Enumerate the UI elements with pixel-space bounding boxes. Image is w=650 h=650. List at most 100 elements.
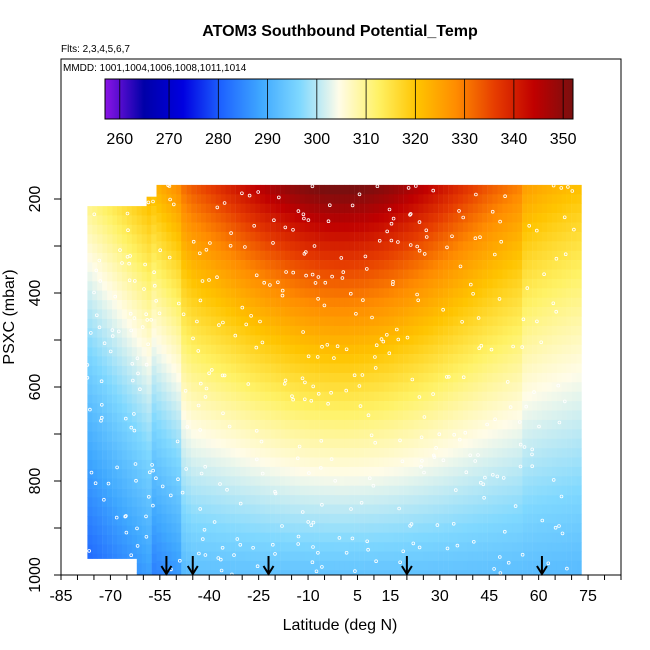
heatmap-cell [388, 288, 394, 298]
heatmap-cell [482, 542, 488, 552]
heatmap-cell [102, 488, 108, 498]
heatmap-cell [329, 325, 335, 336]
heatmap-cell [141, 497, 147, 508]
heatmap-cell [359, 241, 365, 251]
heatmap-cell [556, 372, 562, 383]
heatmap-cell [467, 429, 473, 439]
heatmap-cell [512, 297, 518, 308]
heatmap-cell [334, 354, 340, 364]
heatmap-cell [329, 485, 335, 496]
heatmap-cell [556, 194, 562, 204]
heatmap-cell [136, 300, 142, 310]
heatmap-cell [92, 544, 98, 555]
heatmap-cell [453, 184, 459, 195]
heatmap-cell [235, 241, 241, 251]
heatmap-cell [339, 570, 345, 575]
heatmap-cell [462, 401, 469, 411]
heatmap-cell [453, 278, 459, 289]
heatmap-cell [121, 422, 128, 432]
heatmap-cell [566, 241, 572, 251]
heatmap-cell [97, 488, 103, 498]
heatmap-cell [230, 372, 236, 383]
heatmap-cell [403, 231, 409, 242]
heatmap-cell [413, 363, 419, 374]
heatmap-cell [561, 438, 567, 449]
heatmap-cell [428, 401, 434, 411]
heatmap-cell [97, 356, 103, 367]
heatmap-cell [166, 523, 172, 533]
observation-point [381, 339, 386, 344]
heatmap-cell [250, 325, 256, 336]
heatmap-cell [294, 213, 301, 223]
heatmap-cell [502, 194, 508, 204]
heatmap-cell [428, 325, 434, 336]
heatmap-cell [260, 504, 266, 515]
heatmap-cell [541, 551, 548, 562]
heatmap-cell [196, 495, 202, 505]
heatmap-cell [532, 523, 538, 533]
heatmap-cell [398, 438, 404, 449]
heatmap-cell [260, 335, 266, 345]
heatmap-cell [378, 476, 385, 486]
heatmap-cell [117, 309, 123, 320]
observation-point [175, 439, 180, 444]
heatmap-cell [97, 234, 103, 244]
heatmap-cell [502, 382, 508, 392]
heatmap-cell [546, 269, 553, 280]
heatmap-cell [497, 325, 503, 336]
heatmap-cell [289, 203, 296, 214]
heatmap-cell [359, 231, 365, 242]
observation-point [431, 188, 436, 193]
heatmap-cell [166, 513, 172, 524]
heatmap-cell [260, 316, 266, 327]
observation-point [85, 363, 90, 367]
heatmap-cell [438, 476, 444, 486]
heatmap-cell [502, 466, 508, 477]
heatmap-cell [285, 513, 291, 524]
heatmap-cell [255, 476, 261, 486]
heatmap-cell [220, 372, 226, 383]
heatmap-cell [438, 269, 444, 280]
heatmap-cell [299, 504, 305, 515]
heatmap-cell [517, 184, 523, 195]
heatmap-cell [196, 213, 202, 223]
heatmap-cell [151, 347, 157, 357]
heatmap-cell [507, 466, 513, 477]
heatmap-cell [344, 316, 350, 327]
heatmap-cell [571, 278, 577, 289]
heatmap-cell [196, 203, 202, 214]
heatmap-cell [571, 551, 577, 562]
heatmap-cell [126, 337, 133, 348]
heatmap-cell [87, 516, 93, 526]
heatmap-cell [561, 194, 567, 204]
heatmap-cell [324, 260, 330, 270]
heatmap-cell [378, 213, 385, 223]
heatmap-cell [156, 466, 162, 477]
heatmap-cell [265, 391, 271, 402]
heatmap-cell [472, 335, 478, 345]
heatmap-cell [240, 391, 246, 402]
heatmap-cell [220, 354, 226, 364]
observation-point [354, 311, 358, 316]
observation-point [270, 542, 275, 547]
heatmap-cell [275, 194, 281, 204]
observation-point [102, 497, 106, 502]
heatmap-cell [438, 382, 444, 392]
heatmap-cell [403, 476, 409, 486]
heatmap-cell [546, 354, 553, 364]
heatmap-cell [467, 382, 473, 392]
heatmap-cell [171, 269, 177, 280]
heatmap-cell [225, 335, 231, 345]
heatmap-cell [92, 394, 98, 404]
heatmap-cell [324, 410, 330, 421]
heatmap-cell [265, 438, 271, 449]
heatmap-cell [541, 504, 548, 515]
heatmap-cell [285, 570, 291, 575]
observation-point [349, 507, 353, 511]
heatmap-cell [566, 485, 572, 496]
heatmap-cell [571, 391, 577, 402]
heatmap-cell [146, 469, 152, 479]
heatmap-cell [255, 532, 261, 543]
heatmap-cell [294, 429, 301, 439]
heatmap-cell [477, 466, 483, 477]
